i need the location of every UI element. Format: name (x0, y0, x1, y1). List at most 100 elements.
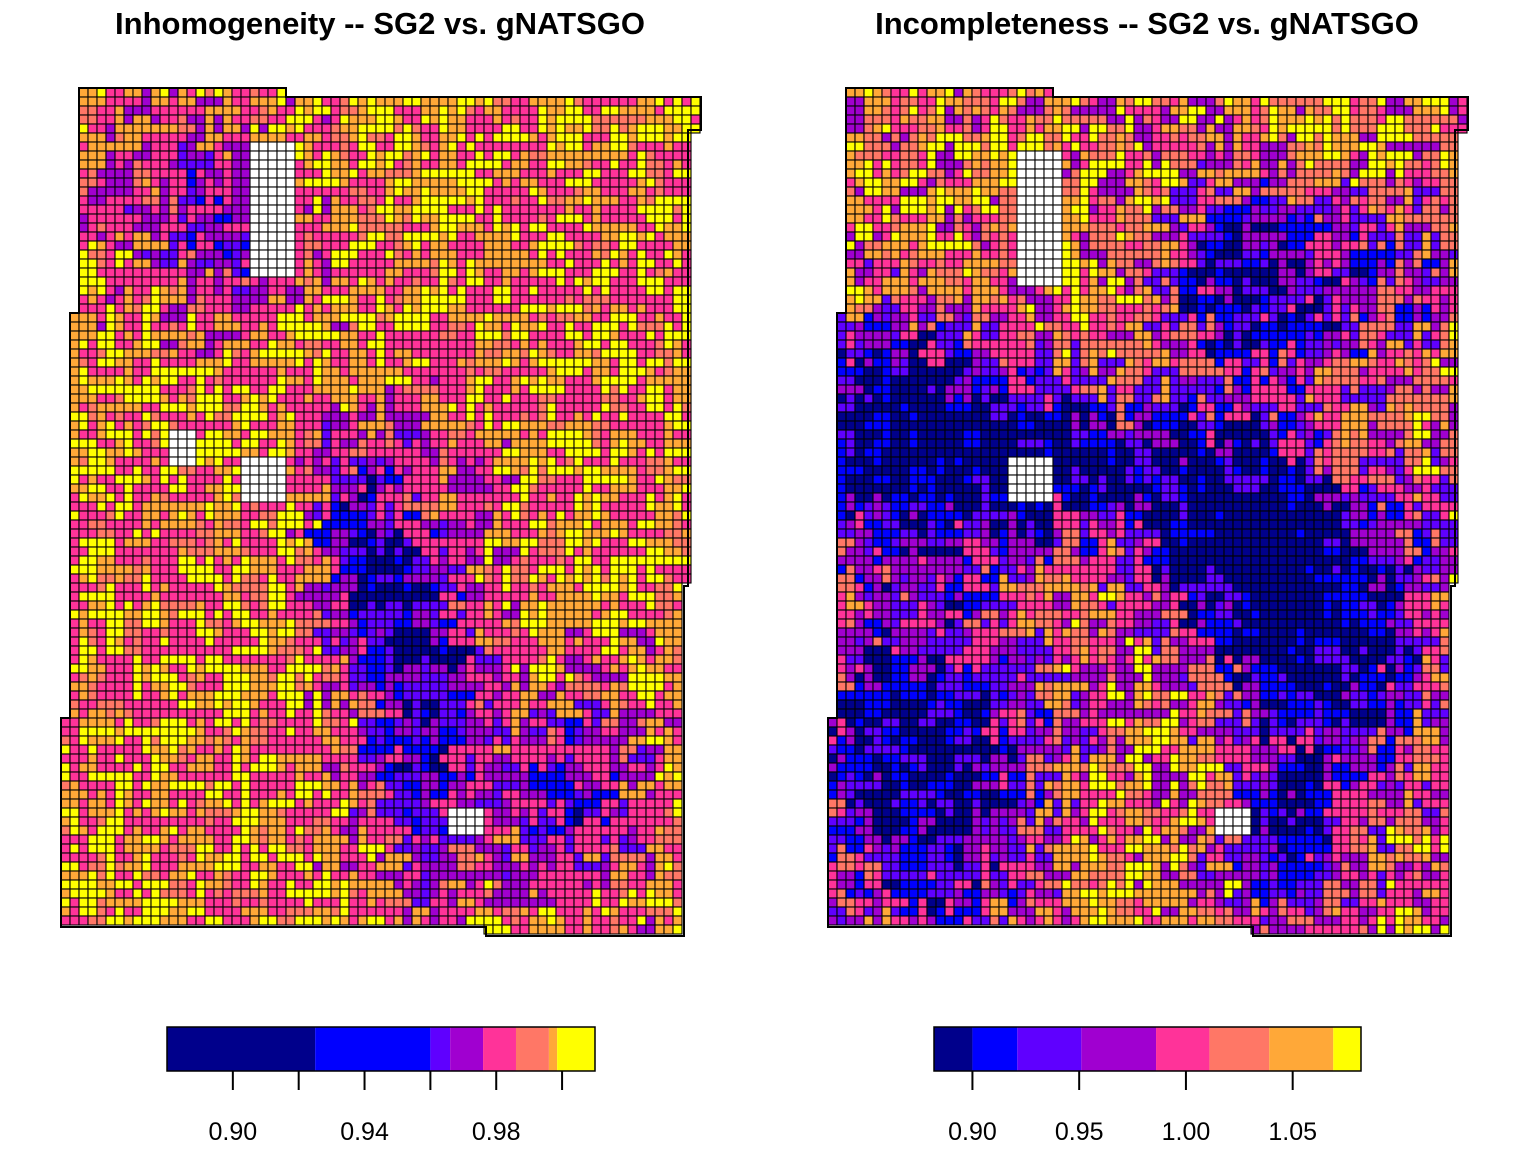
map-cell (249, 384, 260, 395)
map-cell (195, 375, 206, 386)
map-cell (519, 132, 530, 143)
map-cell (627, 654, 638, 665)
map-cell (303, 573, 314, 584)
map-cell (483, 402, 494, 413)
map-cell (285, 600, 296, 611)
map-cell (258, 375, 269, 386)
map-cell (510, 393, 521, 404)
map-cell (663, 564, 674, 575)
map-cell (591, 555, 602, 566)
map-cell (132, 618, 143, 629)
map-cell (366, 384, 377, 395)
map-cell (258, 168, 269, 179)
map-cell (195, 672, 206, 683)
map-cell (96, 519, 107, 530)
map-cell (375, 393, 386, 404)
map-cell (501, 96, 512, 107)
map-cell (375, 339, 386, 350)
map-cell (312, 276, 323, 287)
map-cell (168, 222, 179, 233)
map-cell (258, 663, 269, 674)
map-cell (303, 249, 314, 260)
map-cell (672, 204, 683, 215)
map-cell (231, 240, 242, 251)
map-cell (528, 402, 539, 413)
map-cell (528, 159, 539, 170)
map-cell (69, 492, 80, 503)
map-cell (510, 213, 521, 224)
map-cell (465, 699, 476, 710)
map-cell (411, 393, 422, 404)
map-cell (96, 213, 107, 224)
map-cell (123, 618, 134, 629)
map-cell (141, 384, 152, 395)
map-cell (285, 528, 296, 539)
map-cell (528, 726, 539, 737)
map-cell (591, 546, 602, 557)
map-cell (96, 159, 107, 170)
map-cell (222, 123, 233, 134)
map-cell (348, 132, 359, 143)
map-cell (429, 249, 440, 260)
map-cell (168, 465, 179, 476)
map-cell (510, 123, 521, 134)
map-cell (573, 348, 584, 359)
map-cell (312, 546, 323, 557)
map-cell (105, 276, 116, 287)
map-cell (456, 222, 467, 233)
map-cell (402, 672, 413, 683)
map-cell (150, 105, 161, 116)
map-cell (555, 528, 566, 539)
map-cell (510, 735, 521, 746)
map-cell (132, 87, 143, 98)
map-cell (645, 501, 656, 512)
map-cell (258, 348, 269, 359)
map-cell (69, 429, 80, 440)
map-cell (402, 636, 413, 647)
map-cell (141, 636, 152, 647)
map-cell (501, 618, 512, 629)
map-cell (105, 303, 116, 314)
map-cell (600, 411, 611, 422)
map-cell (168, 258, 179, 269)
map-cell (294, 420, 305, 431)
map-cell (159, 105, 170, 116)
map-cell (438, 105, 449, 116)
map-cell (645, 420, 656, 431)
map-cell (600, 159, 611, 170)
map-cell (294, 285, 305, 296)
map-cell (177, 168, 188, 179)
map-cell (123, 294, 134, 305)
map-cell (654, 582, 665, 593)
map-cell (465, 258, 476, 269)
map-cell (375, 132, 386, 143)
map-cell (546, 330, 557, 341)
map-cell (636, 231, 647, 242)
map-cell (582, 105, 593, 116)
map-cell (186, 159, 197, 170)
map-cell (429, 195, 440, 206)
map-cell (411, 330, 422, 341)
map-cell (465, 411, 476, 422)
map-cell (474, 519, 485, 530)
map-cell (609, 636, 620, 647)
map-cell (411, 618, 422, 629)
map-cell (168, 735, 179, 746)
map-cell (672, 294, 683, 305)
map-cell (141, 717, 152, 728)
map-cell (330, 744, 341, 755)
map-cell (519, 366, 530, 377)
map-cell (609, 186, 620, 197)
map-cell (429, 375, 440, 386)
map-cell (591, 150, 602, 161)
map-cell (510, 159, 521, 170)
map-cell (213, 393, 224, 404)
map-cell (564, 510, 575, 521)
map-cell (258, 303, 269, 314)
map-cell (537, 654, 548, 665)
map-cell (339, 249, 350, 260)
map-cell (681, 402, 692, 413)
map-cell (330, 168, 341, 179)
map-cell (411, 267, 422, 278)
map-cell (96, 564, 107, 575)
